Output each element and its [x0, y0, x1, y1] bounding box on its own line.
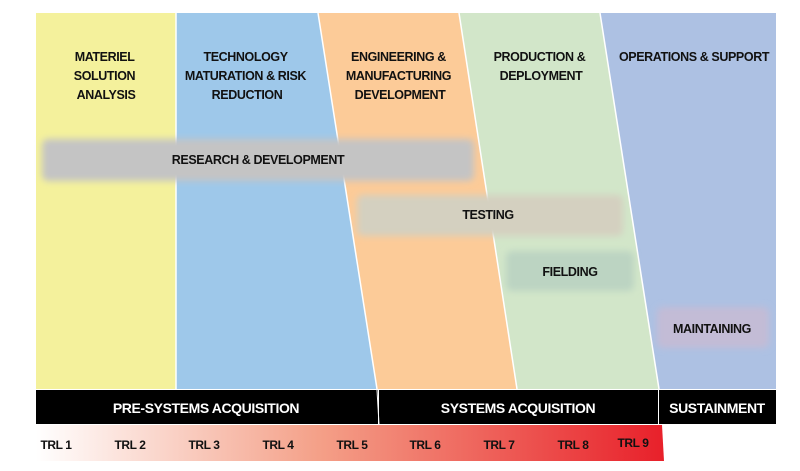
- acquisition-divider: [376, 389, 380, 425]
- trl-label-4: TRL 4: [262, 438, 294, 452]
- activity-label-research-development: RESEARCH & DEVELOPMENT: [172, 153, 345, 167]
- phase-title-operations: OPERATIONS & SUPPORT: [619, 50, 770, 64]
- acquisition-segment-sustainment: [659, 390, 776, 424]
- phase-dividers: [175, 12, 660, 390]
- trl-label-6: TRL 6: [409, 438, 441, 452]
- acquisition-label-systems: SYSTEMS ACQUISITION: [441, 400, 596, 416]
- acquisition-segment-systems: [379, 390, 658, 424]
- acquisition-label-sustainment: SUSTAINMENT: [669, 400, 766, 416]
- activity-label-maintaining: MAINTAINING: [673, 322, 751, 336]
- trl-label-2: TRL 2: [114, 438, 146, 452]
- trl-label-1: TRL 1: [40, 438, 72, 452]
- trl-label-3: TRL 3: [188, 438, 220, 452]
- activity-band-research-development: [42, 139, 474, 181]
- phase-column-materiel-solution-analysis: [36, 13, 176, 389]
- activity-label-fielding: FIELDING: [542, 265, 597, 279]
- phase-title-emd: ENGINEERING & MANUFACTURING DEVELOPMENT: [346, 50, 454, 102]
- phase-column-operations-support: [600, 13, 776, 389]
- trl-label-8: TRL 8: [557, 438, 589, 452]
- phase-title-production: PRODUCTION & DEPLOYMENT: [494, 50, 589, 83]
- acquisition-segment-pre-systems: [36, 390, 378, 424]
- activity-band-maintaining: [657, 307, 769, 348]
- activity-label-testing: TESTING: [462, 208, 513, 222]
- trl-label-9: TRL 9: [617, 436, 649, 450]
- acquisition-label-pre-systems: PRE-SYSTEMS ACQUISITION: [113, 400, 300, 416]
- activity-band-testing: [357, 195, 623, 236]
- activity-band-fielding: [506, 251, 634, 291]
- trl-gradient-bar: [36, 425, 664, 461]
- trl-label-7: TRL 7: [483, 438, 515, 452]
- trl-label-5: TRL 5: [336, 438, 368, 452]
- trl-labels: TRL 1 TRL 2 TRL 3 TRL 4 TRL 5 TRL 6 TRL …: [40, 436, 649, 452]
- phase-title-technology: TECHNOLOGY MATURATION & RISK REDUCTION: [185, 50, 309, 102]
- phase-title-materiel: MATERIEL SOLUTION ANALYSIS: [74, 50, 138, 102]
- phase-column-technology-maturation: [176, 13, 377, 389]
